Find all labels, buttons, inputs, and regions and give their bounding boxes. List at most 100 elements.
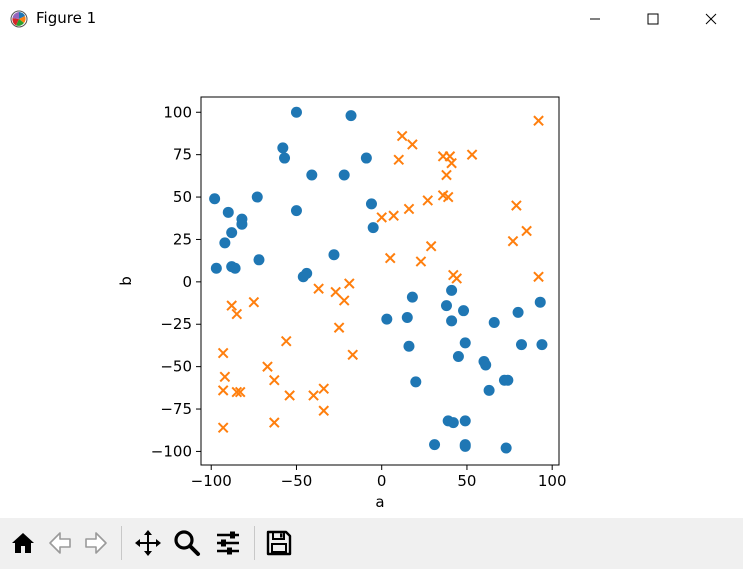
- data-point-circle: [219, 237, 231, 249]
- data-point-x: [231, 308, 243, 320]
- data-point-x: [533, 271, 544, 283]
- y-axis-label: b: [117, 276, 135, 286]
- data-point-x: [313, 283, 324, 294]
- y-tick-label: 75: [173, 146, 192, 164]
- window-title: Figure 1: [36, 9, 97, 27]
- data-point-circle: [534, 296, 546, 308]
- axes-background: [201, 97, 559, 465]
- data-point-circle: [229, 262, 241, 274]
- data-point-x: [330, 286, 341, 298]
- data-point-circle: [401, 311, 413, 323]
- pan-move-icon: [135, 530, 161, 556]
- minimize-button[interactable]: [572, 0, 618, 38]
- save-button[interactable]: [262, 524, 296, 562]
- data-point-x: [280, 335, 292, 347]
- data-point-x: [466, 149, 478, 160]
- data-point-circle: [446, 315, 458, 327]
- close-icon: [705, 13, 717, 25]
- x-tick-label: 0: [377, 472, 387, 490]
- figure-canvas[interactable]: −100 −50 0 50 100 100 75 50 25 0 −25 −50 −75 −100 a b: [0, 38, 743, 518]
- data-point-x: [234, 386, 246, 398]
- data-point-circle: [459, 439, 471, 451]
- configure-subplots-button[interactable]: [211, 524, 245, 562]
- toolbar-separator: [254, 526, 255, 560]
- x-tick-label: 50: [457, 472, 476, 490]
- data-point-x: [226, 300, 237, 311]
- y-tick-label: −50: [160, 358, 192, 376]
- y-tick-label: 100: [163, 103, 192, 121]
- data-point-circle: [360, 152, 372, 164]
- back-arrow-icon: [49, 532, 71, 554]
- pan-button[interactable]: [131, 524, 165, 562]
- y-tick-label: 25: [173, 230, 192, 248]
- data-point-circle: [429, 439, 441, 451]
- data-point-circle: [458, 305, 470, 317]
- data-point-circle: [338, 169, 350, 181]
- data-point-circle: [459, 415, 471, 427]
- x-tick-label: −50: [281, 472, 313, 490]
- data-point-circle: [301, 267, 313, 279]
- window-titlebar: Figure 1: [0, 0, 743, 38]
- data-point-circle: [447, 417, 459, 429]
- data-point-circle: [328, 249, 340, 261]
- data-point-x: [393, 154, 405, 166]
- home-icon: [12, 533, 34, 553]
- data-point-circle: [345, 110, 357, 122]
- data-point-circle: [446, 284, 458, 296]
- data-point-x: [231, 386, 243, 398]
- data-point-circle: [483, 384, 495, 396]
- back-button[interactable]: [43, 524, 77, 562]
- home-button[interactable]: [6, 524, 40, 562]
- data-point-x: [344, 278, 355, 289]
- data-point-x: [308, 390, 319, 401]
- data-point-x: [422, 195, 434, 206]
- data-point-x: [451, 273, 463, 284]
- data-point-x: [521, 225, 532, 237]
- data-point-x: [384, 252, 396, 264]
- data-point-x: [333, 322, 345, 333]
- data-point-x: [268, 374, 280, 386]
- data-point-circle: [222, 206, 234, 218]
- close-button[interactable]: [688, 0, 734, 38]
- x-tick-label: −100: [191, 472, 232, 490]
- zoom-button[interactable]: [170, 524, 204, 562]
- data-point-x: [396, 130, 408, 142]
- data-point-circle: [306, 169, 318, 181]
- y-tick-label: −100: [151, 442, 192, 460]
- forward-button[interactable]: [79, 524, 113, 562]
- data-point-x: [407, 139, 418, 150]
- data-point-x: [318, 383, 330, 394]
- data-point-x: [376, 212, 388, 223]
- zoom-magnifier-icon: [174, 530, 200, 556]
- data-point-circle: [536, 339, 548, 351]
- configure-subplots-icon: [217, 531, 239, 555]
- data-point-x: [507, 235, 519, 247]
- data-point-x: [217, 422, 229, 433]
- data-point-circle: [210, 262, 222, 274]
- data-point-x: [284, 390, 295, 401]
- toolbar-separator: [121, 526, 122, 560]
- x-axis-label: a: [375, 493, 384, 511]
- data-point-x: [533, 115, 544, 127]
- matplotlib-logo-icon: [10, 10, 28, 28]
- maximize-button[interactable]: [630, 0, 676, 38]
- x-tick-label: 100: [538, 472, 567, 490]
- data-point-x: [268, 417, 280, 428]
- data-point-x: [217, 347, 229, 359]
- y-tick-label: −25: [160, 315, 192, 333]
- data-point-circle: [488, 317, 500, 329]
- data-point-circle: [406, 291, 418, 303]
- data-point-circle: [500, 442, 512, 454]
- data-point-circle: [480, 359, 492, 371]
- data-point-x: [318, 405, 330, 417]
- data-point-circle: [502, 374, 514, 386]
- y-tick-label: 0: [182, 273, 192, 291]
- data-point-circle: [277, 142, 289, 154]
- data-point-x: [403, 203, 415, 215]
- data-point-x: [347, 349, 359, 361]
- data-point-circle: [515, 339, 527, 351]
- scatter-chart: −100 −50 0 50 100 100 75 50 25 0 −25 −50 −75 −100 a b: [117, 96, 567, 511]
- data-point-circle: [459, 337, 471, 349]
- data-point-circle: [452, 350, 464, 362]
- minimize-icon: [590, 18, 600, 20]
